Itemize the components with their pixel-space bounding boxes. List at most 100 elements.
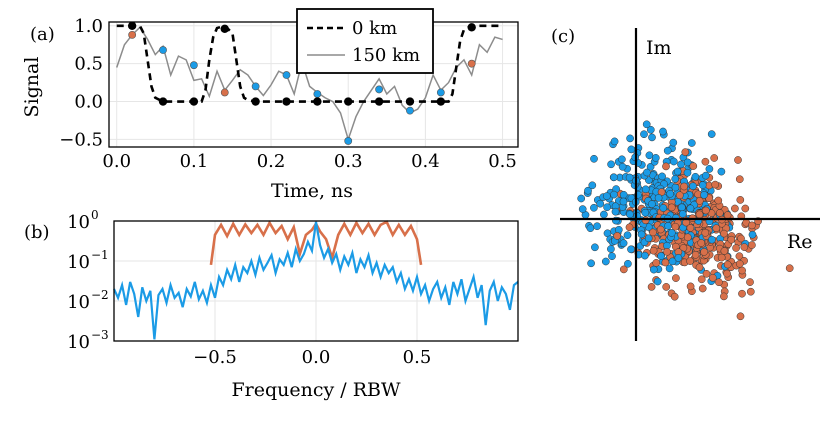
marker-150km bbox=[159, 46, 167, 54]
a-xtick-label: 0.3 bbox=[334, 151, 363, 172]
scatter-point-orange bbox=[785, 264, 794, 273]
scatter-point-blue bbox=[603, 203, 611, 212]
panel-a-legend: 0 km 150 km bbox=[296, 8, 434, 74]
scatter-point-orange bbox=[683, 233, 692, 242]
scatter-point-blue bbox=[717, 167, 726, 176]
scatter-point-orange bbox=[737, 234, 745, 243]
b-ytick-label: 10 bbox=[67, 212, 90, 233]
marker-0km bbox=[344, 97, 353, 106]
scatter-point-orange bbox=[711, 180, 720, 189]
panel-a-markers bbox=[127, 21, 476, 145]
scatter-point-orange bbox=[732, 244, 740, 252]
scatter-point-orange bbox=[746, 278, 754, 286]
scatter-point-orange bbox=[738, 266, 746, 275]
scatter-point-orange bbox=[710, 154, 719, 162]
scatter-point-blue bbox=[610, 137, 619, 146]
scatter-point-orange bbox=[697, 275, 706, 284]
scatter-point-orange bbox=[701, 228, 710, 237]
scatter-point-orange bbox=[698, 284, 707, 293]
scatter-point-blue bbox=[608, 252, 616, 261]
scatter-point-blue bbox=[619, 197, 628, 206]
scatter-point-blue bbox=[653, 277, 662, 286]
scatter-point-blue bbox=[651, 154, 660, 162]
scatter-point-orange bbox=[649, 246, 658, 255]
scatter-point-blue bbox=[626, 210, 634, 219]
scatter-point-orange bbox=[748, 221, 756, 230]
b-xtick-label: −0.5 bbox=[193, 347, 237, 368]
scatter-point-orange bbox=[613, 232, 622, 240]
scatter-point-orange bbox=[708, 273, 717, 282]
marker-0km bbox=[158, 97, 168, 106]
scatter-point-orange bbox=[720, 229, 728, 238]
a-xtick-label: 0.5 bbox=[488, 151, 517, 172]
scatter-point-orange bbox=[723, 269, 731, 278]
marker-0km bbox=[127, 21, 137, 30]
scatter-point-blue bbox=[686, 204, 695, 213]
b-ytick-label: 10 bbox=[67, 292, 90, 313]
scatter-point-blue bbox=[590, 154, 598, 163]
scatter-point-orange bbox=[731, 204, 739, 213]
scatter-point-blue bbox=[627, 245, 635, 254]
panel-c: (c) Im Re bbox=[551, 26, 820, 341]
scatter-point-blue bbox=[649, 265, 658, 274]
scatter-point-orange bbox=[741, 204, 750, 213]
panel-a-label: (a) bbox=[30, 24, 55, 45]
b-ytick-label: 10 bbox=[67, 332, 90, 353]
scatter-point-blue bbox=[666, 189, 675, 198]
scatter-point-orange bbox=[715, 209, 724, 217]
a-xtick-label: 0.0 bbox=[102, 151, 131, 172]
marker-0km bbox=[282, 97, 291, 106]
scatter-point-orange bbox=[671, 222, 680, 231]
scatter-point-orange bbox=[675, 191, 684, 200]
panel-b-grid bbox=[114, 220, 518, 342]
panel-a-xlabel: Time, ns bbox=[271, 180, 353, 202]
scatter-point-blue bbox=[668, 257, 677, 266]
scatter-point-blue bbox=[648, 133, 656, 142]
marker-150km bbox=[436, 88, 445, 97]
scatter-point-orange bbox=[735, 252, 744, 261]
scatter-point-blue bbox=[701, 171, 710, 180]
b-xtick-label: 0.0 bbox=[302, 347, 331, 368]
scatter-point-orange bbox=[695, 197, 704, 205]
a-ytick-label: 0.5 bbox=[74, 54, 103, 75]
scatter-point-orange bbox=[720, 247, 729, 255]
scatter-point-blue bbox=[591, 243, 599, 252]
scatter-point-blue bbox=[641, 208, 650, 217]
scatter-point-orange bbox=[681, 148, 690, 156]
a-xtick-label: 0.4 bbox=[411, 151, 440, 172]
scatter-point-blue bbox=[665, 264, 674, 273]
marker-150km bbox=[220, 88, 229, 97]
scatter-point-blue bbox=[586, 224, 595, 233]
marker-0km bbox=[220, 24, 229, 34]
scatter-point-blue bbox=[641, 185, 650, 194]
scatter-point-blue bbox=[646, 125, 655, 134]
scatter-point-blue bbox=[611, 207, 620, 216]
panel-a-series bbox=[116, 24, 503, 142]
marker-0km bbox=[467, 23, 476, 32]
scatter-point-blue bbox=[677, 203, 686, 212]
scatter-point-blue bbox=[654, 194, 663, 202]
panel-b-frame bbox=[113, 220, 519, 342]
scatter-point-blue bbox=[669, 138, 678, 147]
scatter-point-blue bbox=[577, 194, 586, 203]
scatter-point-orange bbox=[697, 239, 706, 247]
scatter-point-blue bbox=[671, 183, 680, 192]
scatter-point-blue bbox=[618, 162, 627, 171]
scatter-point-orange bbox=[702, 206, 710, 215]
a-ytick-label: 1.0 bbox=[74, 16, 103, 37]
scatter-point-blue bbox=[658, 172, 666, 181]
scatter-point-orange bbox=[714, 196, 723, 205]
scatter-point-blue bbox=[674, 254, 683, 262]
scatter-point-orange bbox=[680, 182, 688, 191]
b-ytick-exponent: −3 bbox=[91, 328, 109, 342]
scatter-point-orange bbox=[641, 216, 650, 225]
b-ytick-exponent: −2 bbox=[91, 288, 109, 302]
marker-150km bbox=[467, 59, 476, 68]
scatter-point-orange bbox=[662, 283, 671, 291]
panel-b-label: (b) bbox=[24, 222, 50, 243]
scatter-point-blue bbox=[663, 146, 672, 155]
a-xtick-label: 0.2 bbox=[257, 151, 286, 172]
scatter-point-blue bbox=[607, 245, 615, 253]
legend-label-150km: 150 km bbox=[352, 45, 420, 66]
